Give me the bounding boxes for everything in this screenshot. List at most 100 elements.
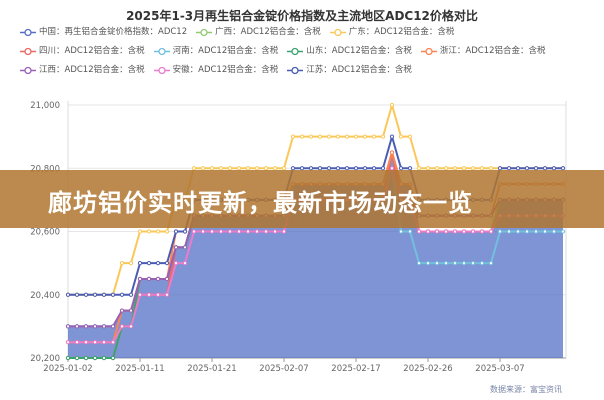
data-point	[389, 134, 395, 139]
data-point	[173, 261, 179, 266]
data-point	[191, 229, 197, 234]
data-point	[416, 166, 422, 171]
data-point	[371, 134, 377, 139]
data-point	[110, 340, 116, 345]
data-point	[479, 229, 485, 234]
y-tick-label: 20,800	[30, 164, 60, 174]
data-point	[74, 292, 80, 297]
data-point	[218, 166, 224, 171]
legend-item[interactable]: 安徽：ADC12铝合金：含税	[153, 63, 278, 79]
legend-label: 河南：ADC12铝合金：含税	[172, 45, 279, 56]
legend-item[interactable]: 广西：ADC12铝合金：含税	[196, 25, 321, 41]
data-point	[83, 324, 89, 329]
data-point	[254, 229, 260, 234]
data-point	[551, 166, 557, 171]
data-point	[344, 166, 350, 171]
data-point	[110, 324, 116, 329]
data-point	[443, 261, 449, 266]
legend-item[interactable]: 山东：ADC12铝合金：含税	[287, 44, 412, 60]
data-source: 数据来源：富宝资讯	[490, 385, 562, 394]
legend-marker-icon	[420, 47, 437, 56]
data-point	[488, 229, 494, 234]
x-tick-label: 2025-02-07	[259, 364, 308, 374]
data-point	[524, 229, 530, 234]
series-area	[68, 152, 563, 358]
y-tick-label: 21,000	[30, 101, 60, 111]
data-point	[299, 166, 305, 171]
data-point	[560, 166, 566, 171]
data-point	[128, 324, 134, 329]
data-point	[83, 355, 89, 361]
data-point	[434, 261, 440, 266]
data-point	[407, 166, 413, 171]
data-point	[452, 166, 458, 171]
data-point	[164, 261, 170, 266]
data-point	[164, 229, 170, 234]
data-point	[101, 324, 107, 329]
legend-label: 广西：ADC12铝合金：含税	[215, 27, 321, 37]
data-point	[560, 229, 566, 234]
data-point	[299, 134, 305, 139]
data-point	[128, 292, 134, 297]
data-point	[245, 229, 251, 234]
data-point	[65, 355, 71, 361]
legend-item[interactable]: 广东：ADC12铝合金：含税	[329, 25, 454, 41]
data-point	[272, 229, 278, 234]
data-point	[434, 166, 440, 171]
data-point	[515, 229, 521, 234]
legend-item[interactable]: 江西：ADC12铝合金：含税	[20, 63, 145, 79]
data-point	[137, 261, 143, 266]
data-point	[137, 276, 143, 282]
data-point	[308, 134, 314, 139]
data-point	[515, 166, 521, 171]
data-point	[110, 292, 116, 297]
data-point	[272, 166, 278, 171]
data-point	[200, 229, 206, 234]
data-point	[290, 134, 296, 139]
data-point	[236, 229, 242, 234]
data-point	[317, 166, 323, 171]
legend: 中国：再生铝合金锭价格指数：ADC12 广西：ADC12铝合金：含税 广东：ADC1…	[20, 25, 590, 81]
data-point	[155, 261, 161, 266]
data-point	[209, 166, 215, 171]
legend-item[interactable]: 四川：ADC12铝合金：含税	[20, 44, 145, 60]
legend-item[interactable]: 中国：再生铝合金锭价格指数：ADC12	[20, 25, 187, 41]
legend-item[interactable]: 浙江：ADC12铝合金：含税	[420, 44, 546, 60]
data-point	[317, 134, 323, 139]
data-point	[380, 166, 386, 171]
data-point	[182, 261, 188, 266]
data-point	[425, 166, 431, 171]
data-point	[65, 324, 71, 329]
data-point	[92, 355, 98, 361]
data-point	[110, 355, 116, 361]
data-point	[371, 166, 377, 171]
x-tick-label: 2025-01-02	[43, 364, 92, 374]
data-point	[173, 229, 179, 234]
data-point	[398, 134, 404, 139]
data-point	[164, 276, 170, 282]
data-point	[452, 261, 458, 266]
x-tick-label: 2025-02-17	[331, 364, 380, 374]
data-point	[119, 261, 125, 266]
data-point	[407, 229, 413, 234]
data-point	[227, 166, 233, 171]
legend-label: 中国：再生铝合金锭价格指数：ADC12	[39, 27, 188, 37]
data-point	[146, 261, 152, 266]
legend-item[interactable]: 江苏：ADC12铝合金：含税	[287, 63, 412, 79]
data-point	[146, 229, 152, 234]
data-point	[155, 292, 161, 297]
data-point	[173, 245, 179, 250]
data-point	[182, 229, 188, 234]
data-point	[398, 229, 404, 234]
data-point	[119, 308, 125, 313]
data-point	[245, 166, 251, 171]
data-point	[92, 340, 98, 345]
data-point	[119, 292, 125, 297]
legend-marker-icon	[20, 66, 36, 74]
legend-item[interactable]: 河南：ADC12铝合金：含税	[153, 44, 279, 60]
legend-label: 江苏：ADC12铝合金：含税	[306, 64, 412, 75]
data-point	[524, 166, 530, 171]
data-point	[542, 166, 548, 171]
data-point	[407, 134, 413, 139]
data-point	[506, 229, 512, 234]
